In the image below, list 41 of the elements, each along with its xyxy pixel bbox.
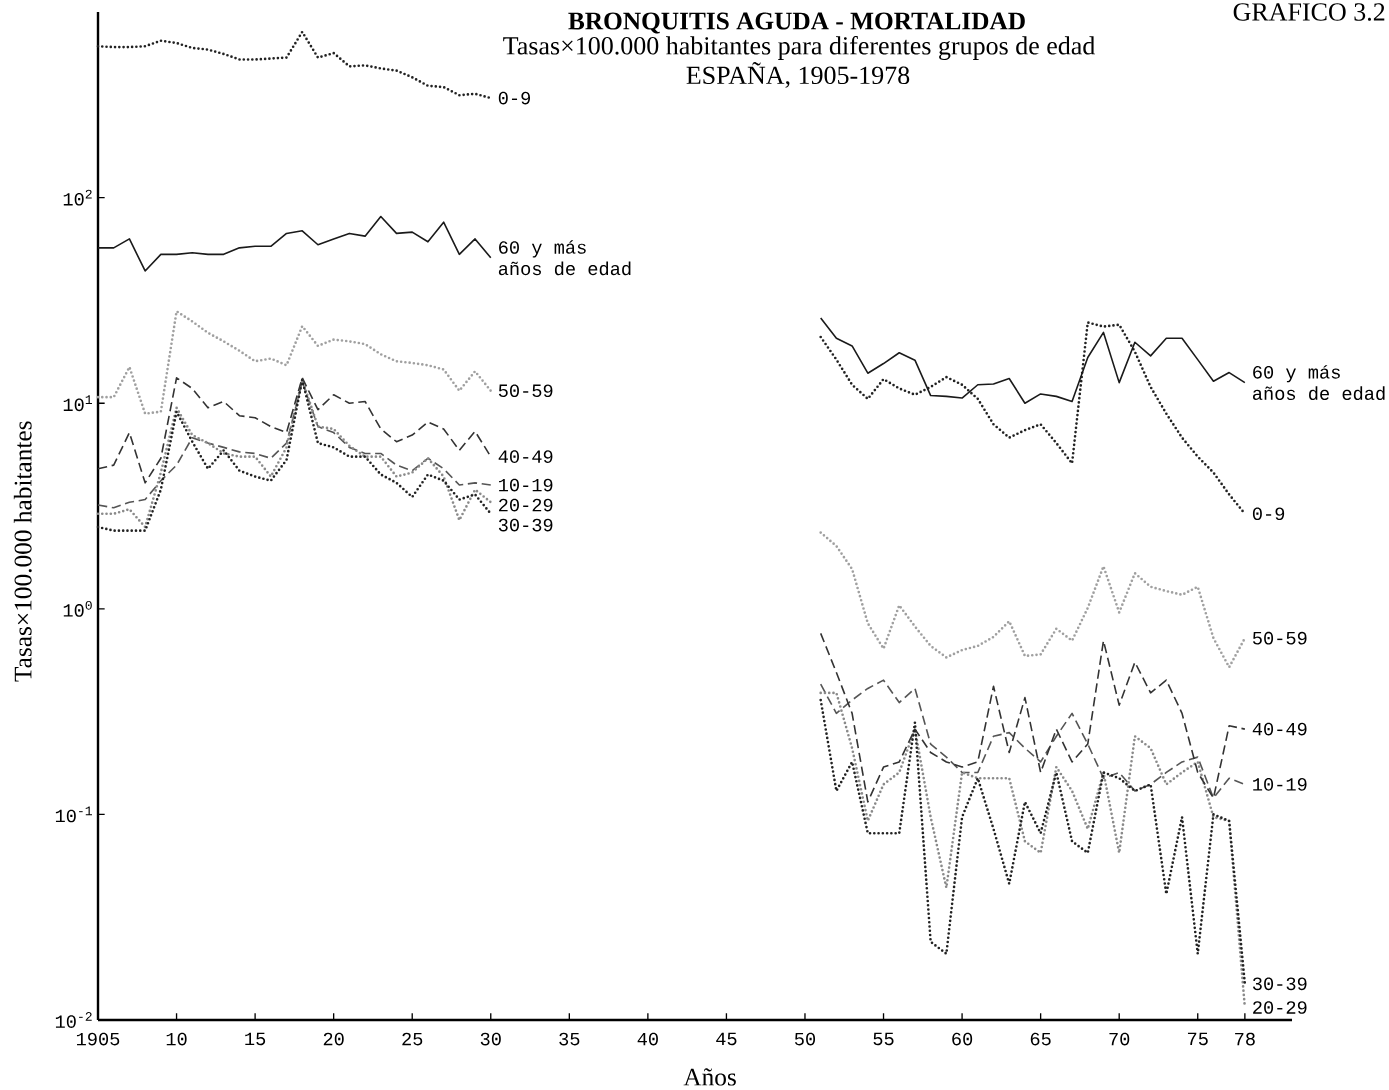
series-label: 50-59 bbox=[498, 384, 553, 398]
series-label: 60 y más años de edad bbox=[498, 240, 631, 276]
x-tick-label: 10 bbox=[166, 1032, 187, 1046]
annotation: ESPAÑA, 1905-1978 bbox=[686, 62, 910, 88]
series-label: 10-19 bbox=[499, 478, 553, 492]
x-tick-label: 50 bbox=[794, 1032, 816, 1046]
series-label: 30-39 bbox=[1252, 977, 1307, 991]
y-tick-label: 10$^{0}$ bbox=[63, 600, 92, 617]
x-tick-label: 78 bbox=[1235, 1032, 1255, 1046]
series-label: 40-49 bbox=[498, 450, 553, 463]
y-tick-label: 10$^{-1}$ bbox=[55, 806, 92, 823]
x-tick-label: 60 bbox=[952, 1032, 973, 1046]
annotation: GRAFICO 3.2 bbox=[1233, 3, 1385, 21]
x-tick-label: 40 bbox=[637, 1032, 658, 1046]
x-tick-label: 25 bbox=[402, 1032, 423, 1046]
x-tick-label: 20 bbox=[323, 1032, 344, 1046]
text: 40-49 bbox=[1252, 722, 1307, 736]
x-tick-label: 65 bbox=[1030, 1032, 1051, 1046]
y-tick-label: 10$^{2}$ bbox=[63, 189, 92, 206]
y-tick-label: 10$^{1}$ bbox=[63, 395, 92, 412]
x-axis-title: Años bbox=[683, 1068, 736, 1086]
y-axis-title: Tasas×100.000 habitantes bbox=[13, 421, 32, 682]
text: 30-39 bbox=[498, 518, 553, 532]
x-tick-label: 35 bbox=[559, 1032, 580, 1046]
y-tick-label: 10$^{-2}$ bbox=[55, 1012, 92, 1028]
text: 20-29 bbox=[499, 498, 553, 512]
x-tick-label: 75 bbox=[1187, 1032, 1208, 1046]
x-tick-label: 15 bbox=[245, 1032, 266, 1046]
text: 60 y más años de edad bbox=[1252, 365, 1385, 401]
text: Tasas×100.000 habitantes para diferentes grupos de edad bbox=[503, 36, 1096, 60]
text: 0-9 bbox=[1252, 507, 1285, 521]
x-tick-label: 45 bbox=[716, 1032, 737, 1046]
series-label: 20-29 bbox=[1253, 1001, 1307, 1014]
series-label: 0-9 bbox=[498, 91, 531, 105]
text: 10-19 bbox=[1253, 778, 1307, 791]
x-tick-label: 55 bbox=[873, 1032, 894, 1046]
chart-title: BRONQUITIS AGUDA - MORTALIDAD bbox=[568, 12, 1025, 34]
x-tick-label: 30 bbox=[480, 1032, 501, 1046]
text: 50-59 bbox=[1252, 631, 1307, 645]
x-tick-label: 70 bbox=[1109, 1032, 1130, 1046]
x-tick-label: 1905 bbox=[76, 1032, 120, 1046]
